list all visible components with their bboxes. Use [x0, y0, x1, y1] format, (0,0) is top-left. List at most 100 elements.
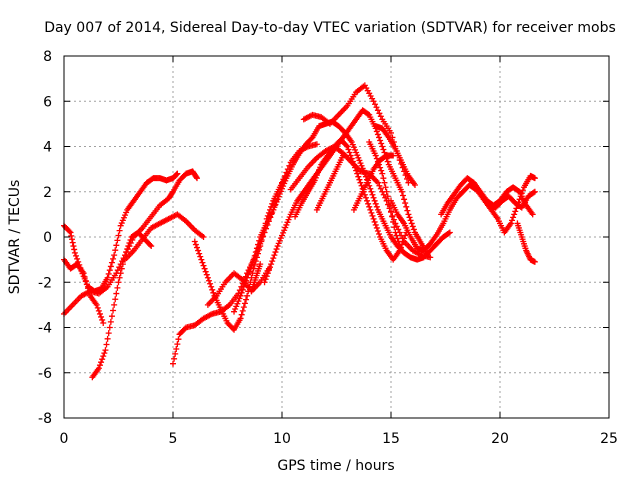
data-point — [359, 185, 366, 192]
data-point — [361, 191, 368, 198]
data-point — [374, 131, 381, 138]
data-point — [115, 279, 122, 286]
data-point — [246, 268, 253, 275]
data-point — [127, 237, 134, 244]
data-point — [393, 232, 400, 239]
data-point — [112, 247, 119, 254]
data-point — [269, 258, 276, 265]
data-point — [518, 190, 525, 197]
data-point — [372, 200, 379, 207]
data-point — [507, 220, 514, 227]
data-point — [72, 252, 79, 259]
data-point — [84, 285, 91, 292]
data-point — [376, 134, 383, 141]
data-point — [347, 152, 354, 159]
data-point — [378, 140, 385, 147]
data-point — [173, 345, 180, 352]
data-point — [379, 170, 386, 177]
data-point — [171, 355, 178, 362]
y-tick-label: 4 — [43, 140, 52, 156]
data-point — [388, 208, 394, 215]
data-point — [396, 247, 403, 254]
data-point — [368, 188, 375, 195]
series-S — [475, 172, 538, 236]
data-point — [343, 142, 350, 149]
data-point — [105, 270, 112, 277]
data-point — [243, 277, 250, 284]
data-point — [107, 318, 114, 325]
data-point — [366, 182, 373, 189]
data-point — [377, 185, 384, 192]
data-point — [99, 316, 106, 323]
data-point — [71, 246, 78, 253]
data-point — [407, 217, 414, 224]
data-point — [352, 164, 359, 171]
data-point — [247, 265, 254, 272]
data-point — [365, 200, 372, 207]
data-point — [265, 267, 272, 274]
data-point — [403, 203, 410, 210]
data-point — [358, 182, 365, 189]
data-point — [172, 350, 179, 357]
data-point — [514, 202, 521, 209]
data-point — [370, 215, 377, 222]
data-point — [191, 238, 198, 245]
data-point — [376, 110, 383, 117]
data-point — [170, 360, 176, 367]
y-tick-label: 2 — [43, 185, 52, 201]
data-point — [250, 256, 257, 263]
data-point — [362, 194, 369, 201]
data-point — [445, 230, 452, 237]
data-point — [364, 197, 371, 204]
series-P — [366, 138, 405, 254]
data-point — [114, 237, 121, 244]
data-point — [267, 264, 274, 271]
x-axis-label: GPS time / hours — [277, 458, 394, 474]
data-point — [346, 149, 353, 156]
data-point — [112, 296, 119, 303]
data-point — [401, 196, 408, 203]
data-point — [411, 181, 418, 188]
data-point — [380, 191, 387, 198]
data-point — [372, 101, 379, 108]
data-point — [105, 330, 112, 337]
data-point — [397, 244, 404, 251]
data-point — [378, 167, 385, 174]
data-point — [197, 253, 204, 260]
data-point — [100, 353, 107, 360]
series-E — [122, 211, 207, 263]
data-point — [354, 170, 361, 177]
data-point — [405, 179, 412, 186]
data-point — [241, 300, 248, 307]
data-point — [356, 176, 363, 183]
data-point — [209, 286, 216, 293]
data-point — [195, 247, 202, 254]
data-point — [200, 262, 207, 269]
data-point — [104, 335, 111, 342]
data-point — [382, 184, 389, 191]
data-point — [373, 203, 380, 210]
data-point — [344, 143, 351, 150]
x-tick-label: 10 — [273, 431, 291, 447]
data-point — [238, 289, 245, 296]
data-point — [390, 152, 397, 159]
data-point — [81, 273, 88, 280]
data-point — [402, 232, 409, 239]
data-point — [66, 228, 73, 235]
y-tick-label: 8 — [43, 49, 52, 65]
data-point — [313, 141, 320, 148]
series-T — [514, 220, 538, 265]
data-point — [174, 341, 181, 348]
data-point — [68, 236, 75, 243]
data-point — [350, 161, 357, 168]
series-I — [231, 118, 453, 315]
data-point — [357, 179, 364, 186]
data-point — [98, 359, 105, 366]
y-tick-label: 0 — [43, 230, 52, 246]
data-point — [113, 242, 120, 249]
data-point — [193, 244, 200, 251]
data-point — [124, 246, 131, 253]
data-point — [408, 220, 415, 227]
data-point — [96, 362, 103, 369]
data-point — [510, 214, 517, 221]
